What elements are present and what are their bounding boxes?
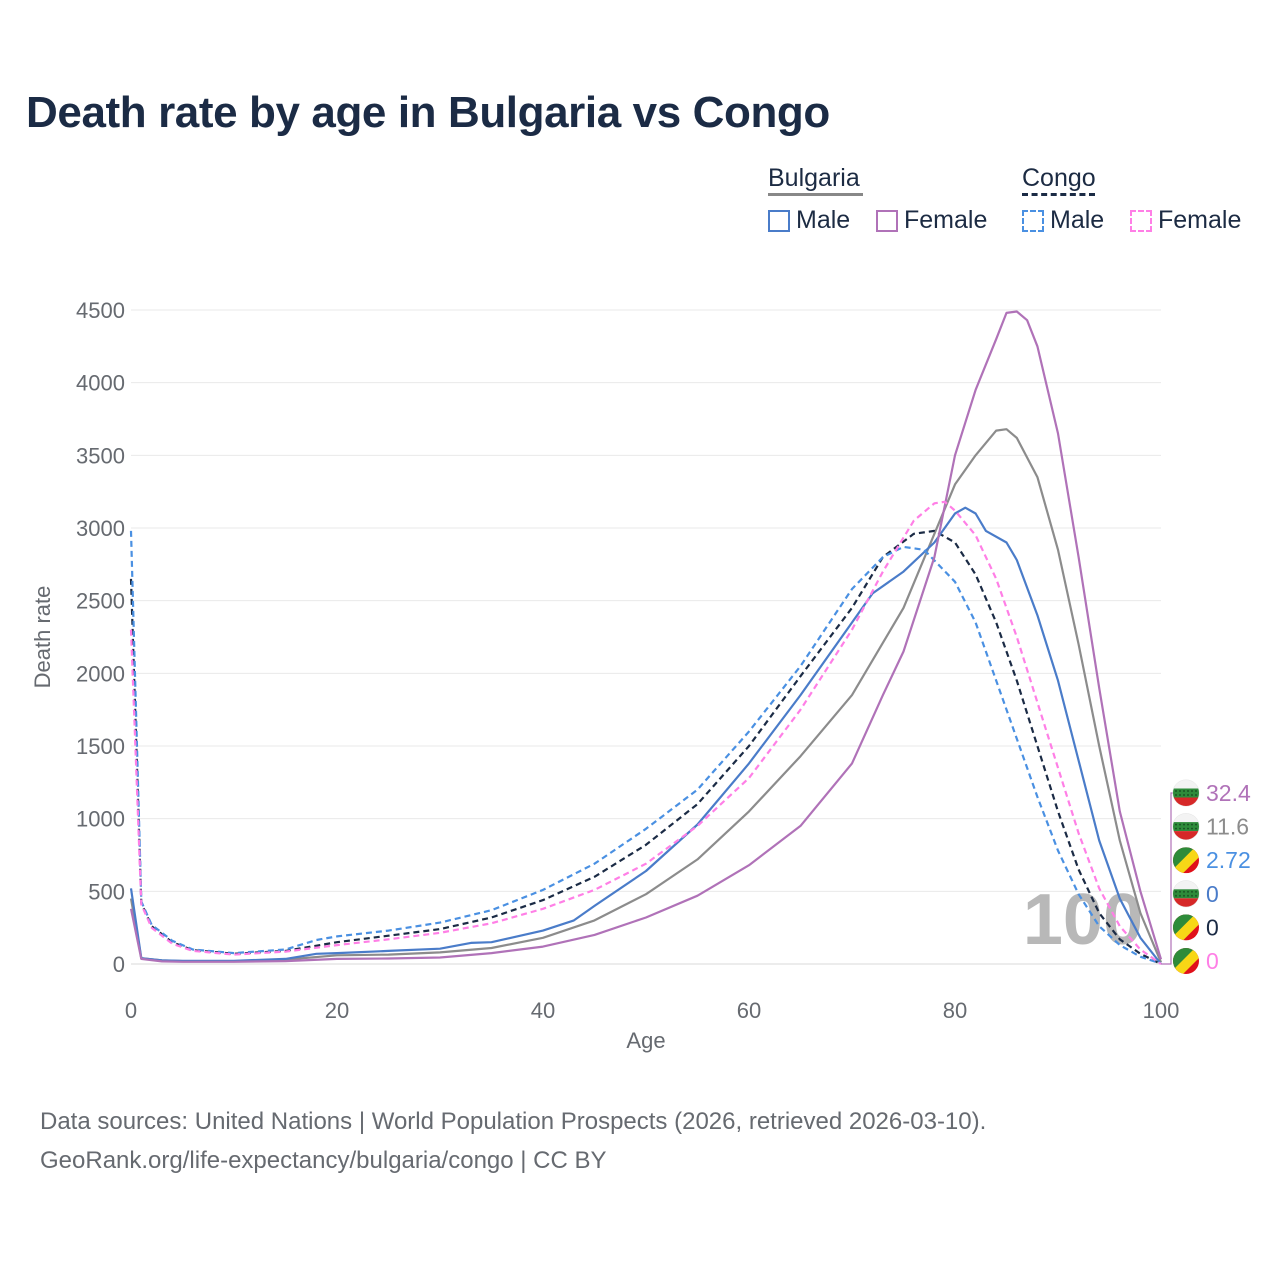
series-line-congo-female xyxy=(129,500,1162,965)
end-label-value: 0 xyxy=(1206,948,1219,974)
x-tick-label: 20 xyxy=(325,998,349,1023)
grid xyxy=(131,309,1161,965)
y-tick-label: 0 xyxy=(113,952,125,977)
series-line-congo-total xyxy=(129,529,1162,965)
flag-stripe-white xyxy=(1173,880,1199,890)
x-tick-label: 40 xyxy=(531,998,555,1023)
end-label-flag-bulgaria xyxy=(1172,880,1200,908)
legend-swatch xyxy=(876,209,898,232)
y-tick-label: 2500 xyxy=(76,589,125,614)
y-tick-label: 1500 xyxy=(76,734,125,759)
flag-stripes xyxy=(1173,880,1199,907)
y-tick-label: 3500 xyxy=(76,443,125,468)
flag-stripe-green xyxy=(1173,822,1199,832)
series-line-bulgaria-total xyxy=(129,428,1163,963)
end-labels: 32.4 11.6 2.72 0 0 0 xyxy=(1161,779,1251,974)
end-label-value: 0 xyxy=(1206,881,1219,907)
x-tick-label: 100 xyxy=(1143,998,1180,1023)
flag-stripes xyxy=(1173,914,1199,941)
end-label-value: 0 xyxy=(1206,914,1219,940)
y-tick-label: 3000 xyxy=(76,516,125,541)
source-line-2[interactable]: GeoRank.org/life-expectancy/bulgaria/con… xyxy=(40,1147,607,1174)
legend-label: Female xyxy=(904,206,988,234)
legend-group-congo-line xyxy=(1022,193,1095,196)
end-label-value: 2.72 xyxy=(1206,847,1251,873)
legend-item-congo-female[interactable]: Female xyxy=(1130,206,1241,235)
end-label-flag-congo xyxy=(1173,914,1199,941)
legend-label: Female xyxy=(1158,206,1242,234)
series xyxy=(129,310,1163,965)
series-line-congo-male xyxy=(129,530,1162,965)
y-tick-label: 4500 xyxy=(76,298,125,323)
legend-swatch xyxy=(1022,209,1044,232)
end-label-value: 11.6 xyxy=(1206,814,1249,840)
flag-stripe-red xyxy=(1173,898,1199,907)
legend-label: Male xyxy=(1050,206,1105,234)
x-tick-label: 60 xyxy=(737,998,761,1023)
legend-group-bulgaria[interactable]: Bulgaria xyxy=(768,164,860,192)
flag-stripe-white xyxy=(1173,780,1199,789)
source-line-1: Data sources: United Nations | World Pop… xyxy=(40,1108,987,1135)
legend-swatch xyxy=(768,209,790,232)
y-tick-label: 2000 xyxy=(76,661,125,686)
end-label-value: 32.4 xyxy=(1206,780,1251,806)
legend-label: Male xyxy=(796,206,851,234)
x-tick-label: 80 xyxy=(943,998,967,1023)
y-tick-label: 1000 xyxy=(76,807,125,832)
chart-title: Death rate by age in Bulgaria vs Congo xyxy=(26,88,830,137)
legend-item-bulgaria-male[interactable]: Male xyxy=(768,206,850,235)
flag-yellow xyxy=(1173,914,1199,941)
end-label-flag-bulgaria xyxy=(1172,813,1200,841)
flag-yellow xyxy=(1173,948,1199,974)
flag-stripes xyxy=(1173,780,1199,806)
end-label-flag-congo xyxy=(1173,948,1199,974)
legend-group-bulgaria-line xyxy=(768,193,863,196)
end-label-flag-congo xyxy=(1173,847,1199,874)
flag-stripe-green xyxy=(1173,788,1199,798)
flag-stripe-red xyxy=(1173,797,1199,806)
legend-group-congo[interactable]: Congo xyxy=(1022,164,1096,192)
flag-stripe-white xyxy=(1173,813,1199,823)
y-tick-label: 4000 xyxy=(76,371,125,396)
flag-stripes xyxy=(1173,813,1199,840)
flag-stripe-green xyxy=(1173,889,1199,899)
flag-stripes xyxy=(1173,847,1199,874)
x-axis-title: Age xyxy=(626,1028,665,1053)
flag-stripe-red xyxy=(1173,831,1199,840)
legend-item-congo-male[interactable]: Male xyxy=(1022,206,1104,235)
series-line-bulgaria-male xyxy=(129,506,1162,965)
y-axis-title: Death rate xyxy=(30,586,55,689)
flag-yellow xyxy=(1173,847,1199,874)
legend-swatch xyxy=(1130,209,1152,232)
legend-item-bulgaria-female[interactable]: Female xyxy=(876,206,987,235)
y-tick-label: 500 xyxy=(88,879,125,904)
end-label-bracket xyxy=(1161,792,1177,965)
end-label-flag-bulgaria xyxy=(1172,779,1200,807)
x-tick-label: 0 xyxy=(125,998,137,1023)
axis-ticks: 0 500 1000 1500 2000 2500 3000 3500 4000 4500 0 20 4… xyxy=(76,298,1179,1023)
flag-stripes xyxy=(1173,948,1199,974)
series-line-bulgaria-female xyxy=(129,310,1163,963)
